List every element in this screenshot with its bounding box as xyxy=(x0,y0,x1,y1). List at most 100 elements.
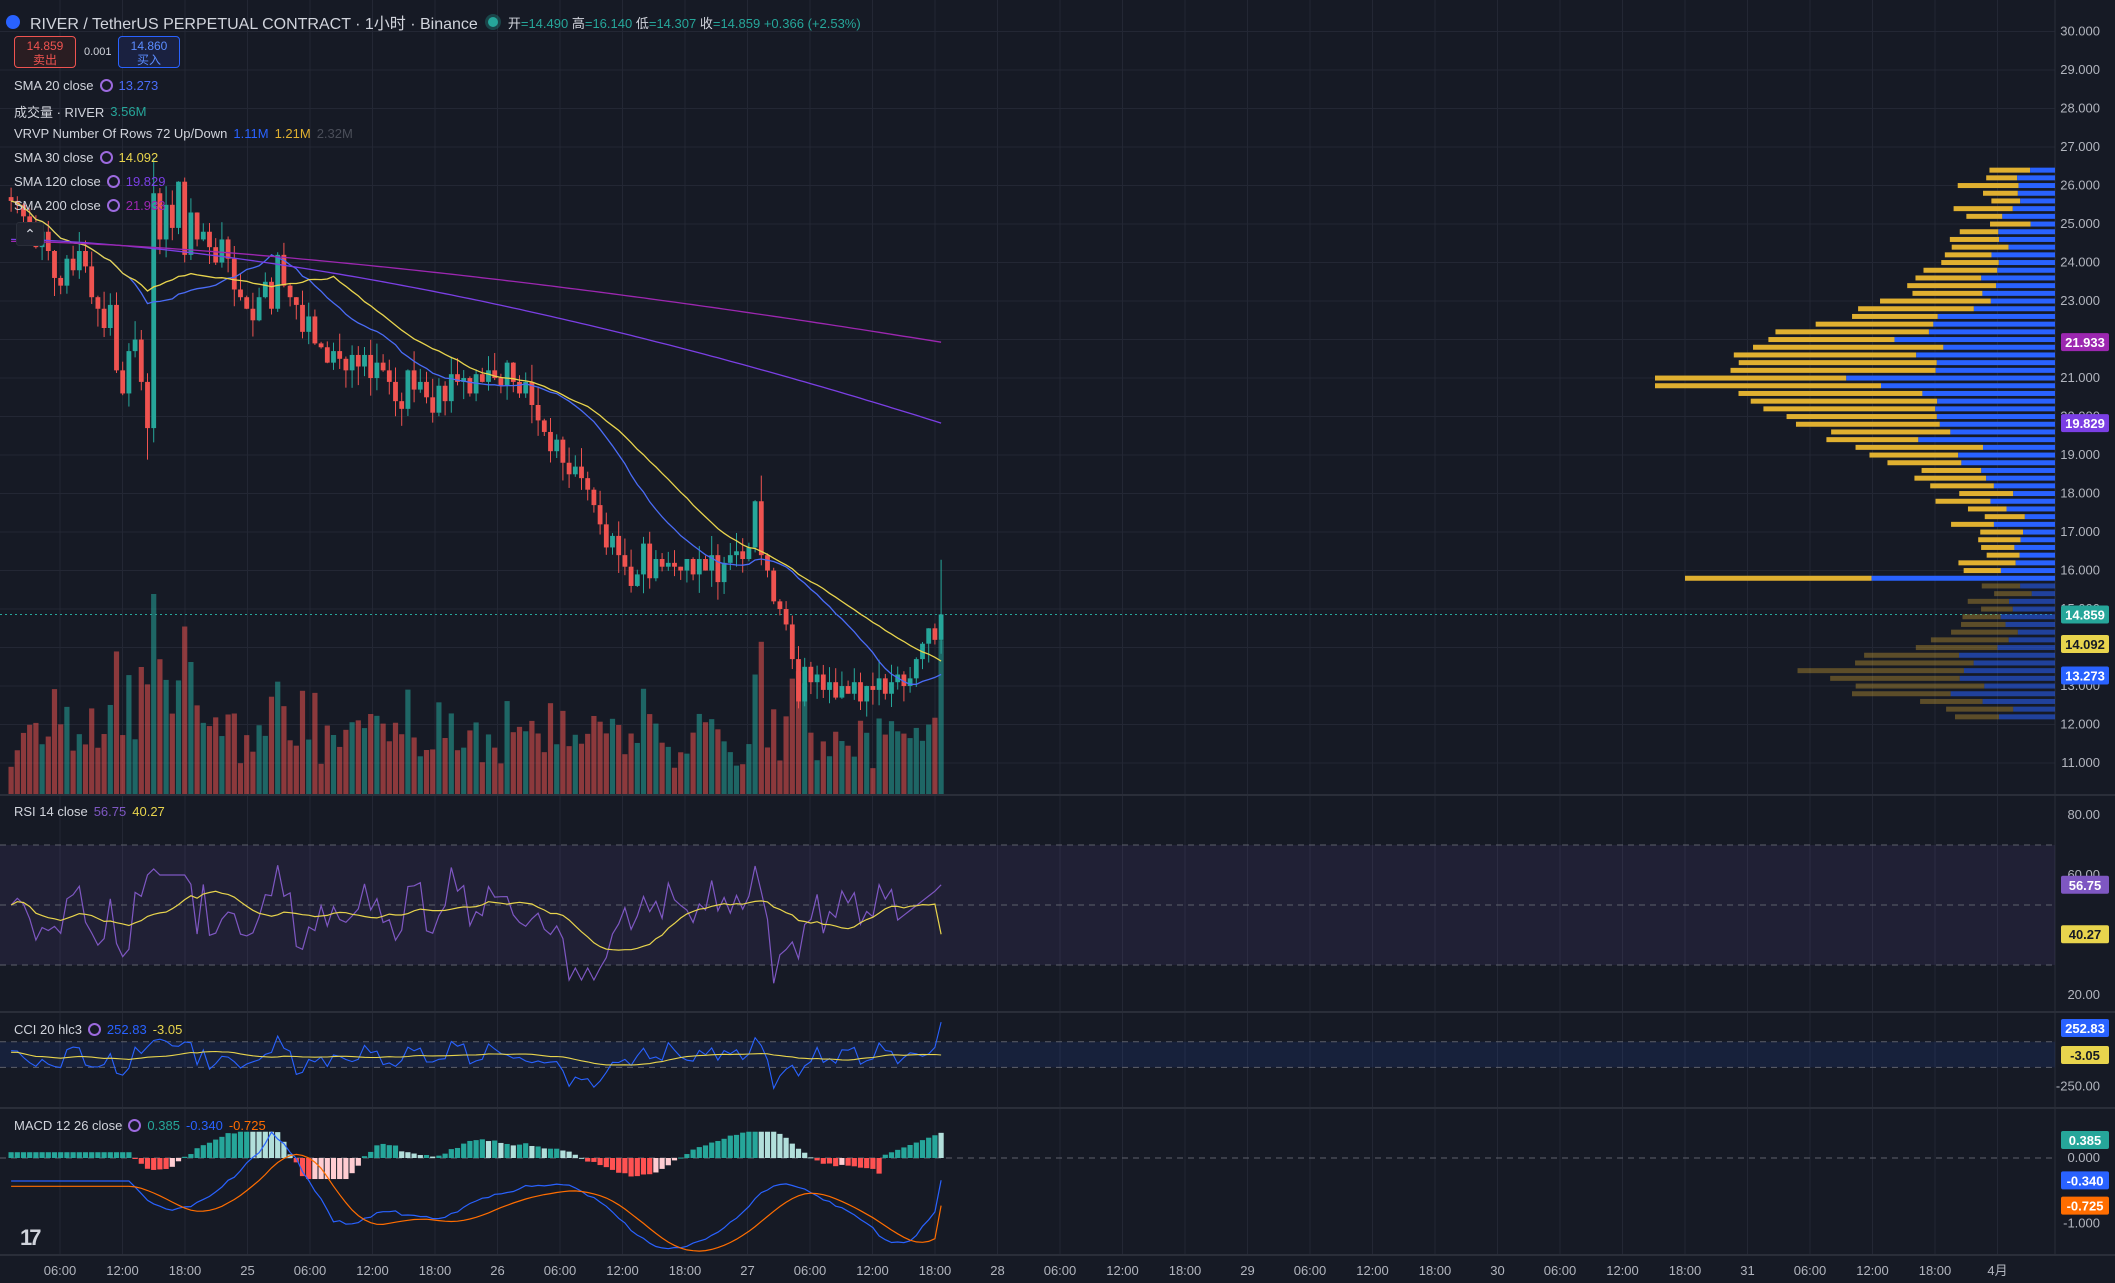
legend-sma120[interactable]: SMA 120 close 19.829 xyxy=(14,174,165,189)
candle-body xyxy=(938,614,944,640)
profile-up xyxy=(1997,645,2055,651)
volume-bar xyxy=(120,735,126,794)
candle-body xyxy=(690,559,696,575)
rsi-tick: 80.00 xyxy=(2067,807,2100,822)
profile-down xyxy=(1962,614,2001,620)
volume-bar xyxy=(851,756,857,794)
macd-hist-bar xyxy=(560,1150,566,1158)
macd-hist-bar xyxy=(814,1158,820,1161)
candle-body xyxy=(932,628,938,640)
macd-signal-value: -0.725 xyxy=(228,1118,266,1133)
profile-up xyxy=(1846,375,2055,381)
candle-body xyxy=(783,609,789,625)
candle-body xyxy=(324,347,330,363)
candle-body xyxy=(492,370,498,379)
macd-hist-bar xyxy=(597,1158,603,1166)
volume-bar xyxy=(727,752,733,794)
candle-body xyxy=(275,254,281,309)
y-tick-label: 26.000 xyxy=(2060,178,2100,193)
x-tick-label: 30 xyxy=(1490,1263,1504,1278)
profile-down xyxy=(1957,183,2019,189)
macd-hist-bar xyxy=(163,1158,169,1169)
macd-hist-bar xyxy=(845,1158,851,1166)
candle-body xyxy=(554,439,560,452)
candle-body xyxy=(845,686,851,694)
symbol-header[interactable]: RIVER / TetherUS PERPETUAL CONTRACT · 1小… xyxy=(6,10,861,34)
candle-body xyxy=(858,682,863,702)
profile-down xyxy=(1986,552,2020,558)
candle-body xyxy=(244,297,250,309)
price-tag-label: 19.829 xyxy=(2065,416,2105,431)
legend-sma30[interactable]: SMA 30 close 14.092 xyxy=(14,150,158,165)
macd-hist-bar xyxy=(727,1135,733,1158)
candle-body xyxy=(659,559,665,567)
candle-body xyxy=(430,397,436,413)
volume-bar xyxy=(380,723,386,794)
profile-up xyxy=(2005,621,2055,627)
sma20-value: 13.273 xyxy=(118,78,159,93)
macd-tick: -1.000 xyxy=(2063,1216,2100,1231)
profile-up xyxy=(2017,629,2055,635)
grid-lines xyxy=(0,0,2115,1256)
profile-down xyxy=(1951,244,2009,250)
buy-button[interactable]: 14.860 买入 xyxy=(118,36,180,68)
candle-body xyxy=(926,628,932,644)
macd-hist-bar xyxy=(826,1158,833,1164)
volume-bar xyxy=(467,730,473,794)
macd-hist-bar xyxy=(808,1157,814,1159)
volume-bar xyxy=(82,744,89,794)
macd-hist-bar xyxy=(380,1143,386,1158)
volume-bar xyxy=(39,744,45,794)
x-tick-label: 12:00 xyxy=(1106,1263,1139,1278)
volume-bar xyxy=(70,750,76,794)
x-tick-label: 18:00 xyxy=(169,1263,202,1278)
profile-up xyxy=(2008,637,2055,643)
macd-hist-bar xyxy=(752,1131,758,1158)
symbol-title[interactable]: RIVER / TetherUS PERPETUAL CONTRACT · 1小… xyxy=(30,16,478,33)
candle-body xyxy=(380,362,386,371)
profile-up xyxy=(2013,491,2055,497)
legend-vrvp[interactable]: VRVP Number Of Rows 72 Up/Down 1.11M 1.2… xyxy=(14,126,353,141)
volume-bar xyxy=(138,666,144,794)
volume-bar xyxy=(498,763,504,794)
profile-up xyxy=(2002,213,2055,219)
profile-down xyxy=(1961,621,2006,627)
candle-body xyxy=(882,678,888,694)
candle-body xyxy=(318,343,324,348)
legend-cci[interactable]: CCI 20 hlc3 252.83 -3.05 xyxy=(14,1022,182,1037)
candle-body xyxy=(498,378,504,386)
volume-bar xyxy=(864,732,870,794)
candle-body xyxy=(176,181,181,228)
axes-labels: 30.000 29.000 28.000 27.000 26.000 25.000 24.0… xyxy=(44,24,2100,1278)
candle-body xyxy=(424,381,429,398)
legend-sma200[interactable]: SMA 200 close 21.933 xyxy=(14,198,165,213)
volume-bar xyxy=(374,715,380,794)
macd-hist-bar xyxy=(516,1144,523,1158)
macd-hist-bar xyxy=(281,1141,287,1158)
legend-volume[interactable]: 成交量 · RIVER 3.56M xyxy=(14,102,146,121)
legend-rsi[interactable]: RSI 14 close 56.75 40.27 xyxy=(14,804,165,819)
price-tag-bg xyxy=(2061,1171,2109,1190)
volume-bar xyxy=(244,735,250,794)
profile-down xyxy=(1738,360,1937,366)
candle-body xyxy=(188,212,194,255)
profile-up xyxy=(2000,568,2055,574)
legend-macd[interactable]: MACD 12 26 close 0.385 -0.340 -0.725 xyxy=(14,1118,266,1133)
candle-body xyxy=(851,682,857,694)
volume-bar xyxy=(361,728,368,794)
profile-up xyxy=(1984,683,2055,689)
profile-up xyxy=(1973,306,2055,312)
candle-body xyxy=(411,370,417,390)
profile-up xyxy=(1993,483,2055,489)
candle-body xyxy=(647,543,653,579)
candle-body xyxy=(610,535,615,548)
volume-bar xyxy=(461,747,467,794)
sell-button[interactable]: 14.859 卖出 xyxy=(14,36,76,68)
price-tag-bg xyxy=(2061,1131,2109,1149)
collapse-legend-button[interactable]: ⌃ xyxy=(16,222,44,246)
macd-hist-bar xyxy=(616,1158,622,1173)
legend-sma20[interactable]: SMA 20 close 13.273 xyxy=(14,78,158,93)
volume-bar xyxy=(709,719,715,794)
macd-hist-bar xyxy=(417,1155,423,1158)
